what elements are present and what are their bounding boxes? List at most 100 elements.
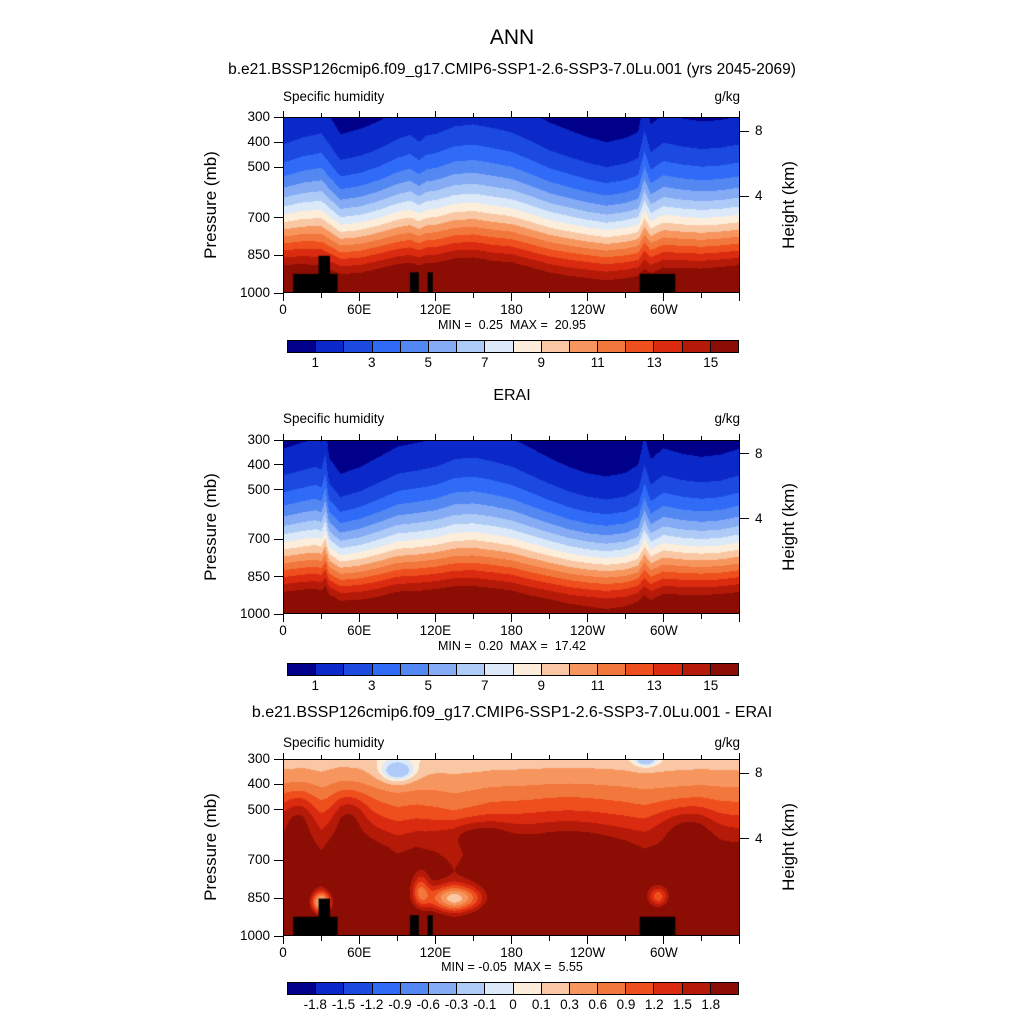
colorbar-cell <box>626 664 655 675</box>
x-major-tick <box>282 434 284 440</box>
x-major-tick <box>511 753 512 759</box>
colorbar-cell <box>344 983 373 994</box>
x-minor-tick <box>472 936 474 941</box>
colorbar-cell <box>400 983 429 994</box>
pressure-tick <box>274 141 283 143</box>
x-major-tick <box>358 434 360 440</box>
pressure-tick-label: 500 <box>247 801 270 817</box>
height-tick-label: 4 <box>755 510 763 526</box>
field-name-label: Specific humidity <box>283 89 385 104</box>
pressure-tick <box>274 859 283 861</box>
x-tick-label: 0 <box>279 302 287 317</box>
x-minor-tick <box>320 113 322 117</box>
colorbar-cell <box>626 983 655 994</box>
height-tick-label: 8 <box>755 445 763 461</box>
x-major-tick <box>434 293 436 301</box>
case-title: b.e21.BSSP126cmip6.f09_g17.CMIP6-SSP1-2.… <box>228 61 796 78</box>
colorbar-cell <box>569 341 599 352</box>
panel-header: Specific humidity g/kg <box>283 89 740 104</box>
colorbar-tick-label: 0.6 <box>588 997 608 1012</box>
pressure-tick-label: 700 <box>247 209 270 225</box>
x-major-tick <box>511 434 512 440</box>
height-tick <box>740 453 749 455</box>
units-label: g/kg <box>714 89 740 104</box>
min-max-stats: MIN = 0.20 MAX = 17.42 <box>438 639 586 653</box>
x-minor-tick <box>549 936 551 941</box>
panel-header: Specific humidity g/kg <box>283 735 740 750</box>
x-major-tick <box>282 753 284 759</box>
colorbar-cell <box>372 983 401 994</box>
pressure-tick <box>274 254 283 256</box>
height-axis-label: Height (km) <box>779 803 798 891</box>
colorbar <box>287 663 739 676</box>
x-major-tick <box>511 614 512 622</box>
pressure-tick-label: 1000 <box>239 606 270 621</box>
pressure-tick <box>274 613 283 615</box>
pressure-tick-label: 700 <box>247 852 270 868</box>
x-major-tick <box>738 614 740 622</box>
colorbar-cell <box>288 983 317 994</box>
x-minor-tick <box>396 436 398 440</box>
x-major-tick <box>358 614 360 622</box>
x-tick-label: 120W <box>570 623 606 638</box>
colorbar-cell <box>541 341 570 352</box>
x-tick-label: 60E <box>347 623 372 638</box>
colorbar-tick-label: 13 <box>646 355 662 370</box>
height-tick <box>740 772 749 774</box>
x-major-tick <box>282 614 284 622</box>
pressure-tick-label: 400 <box>247 456 270 472</box>
colorbar-tick-label: 7 <box>480 355 489 370</box>
colorbar-cell <box>400 341 429 352</box>
pressure-tick <box>274 897 283 899</box>
x-tick-label: 120W <box>570 945 606 960</box>
contour-field-canvas <box>283 759 740 936</box>
x-major-tick <box>282 293 284 301</box>
x-major-tick <box>358 936 360 944</box>
colorbar-tick-label: 5 <box>424 678 432 693</box>
colorbar-cell <box>372 341 401 352</box>
colorbar-tick-label: 9 <box>537 355 545 370</box>
colorbar-cell <box>569 983 599 994</box>
colorbar-tick-label: 13 <box>646 678 662 693</box>
colorbar-cell <box>710 664 738 675</box>
height-tick-label: 4 <box>755 830 763 846</box>
season-title: ANN <box>489 26 535 49</box>
x-minor-tick <box>625 755 627 759</box>
pressure-tick-label: 400 <box>247 134 270 150</box>
colorbar-cell <box>682 983 711 994</box>
colorbar-cell <box>513 341 542 352</box>
pressure-tick <box>274 166 283 168</box>
colorbar-cell <box>598 983 627 994</box>
x-major-tick <box>511 293 512 301</box>
pressure-tick-label: 300 <box>247 109 270 124</box>
colorbar-cell <box>654 341 683 352</box>
x-minor-tick <box>320 293 322 298</box>
colorbar-cell <box>541 983 570 994</box>
pressure-tick <box>274 489 283 491</box>
x-major-tick <box>587 434 589 440</box>
x-minor-tick <box>701 936 703 941</box>
colorbar-cell <box>682 664 711 675</box>
colorbar-cell <box>682 341 711 352</box>
colorbar-cell <box>344 341 373 352</box>
pressure-axis-label: Pressure (mb) <box>201 151 220 259</box>
colorbar-cell <box>428 664 458 675</box>
x-minor-tick <box>549 614 551 619</box>
x-minor-tick <box>549 293 551 298</box>
pressure-tick-label: 300 <box>247 432 270 447</box>
x-tick-label: 60W <box>649 623 678 638</box>
x-minor-tick <box>549 113 551 117</box>
colorbar-tick-label: 15 <box>703 355 719 370</box>
x-minor-tick <box>701 614 703 619</box>
colorbar-cell <box>400 664 429 675</box>
pressure-axis-label: Pressure (mb) <box>201 473 220 581</box>
colorbar-cell <box>626 341 655 352</box>
colorbar-cell <box>485 664 514 675</box>
x-major-tick <box>587 614 589 622</box>
x-tick-label: 60W <box>649 302 678 317</box>
field-name-label: Specific humidity <box>283 735 385 750</box>
field-name-label: Specific humidity <box>283 411 385 426</box>
x-major-tick <box>663 936 665 944</box>
colorbar-tick-label: 0.9 <box>616 997 636 1012</box>
